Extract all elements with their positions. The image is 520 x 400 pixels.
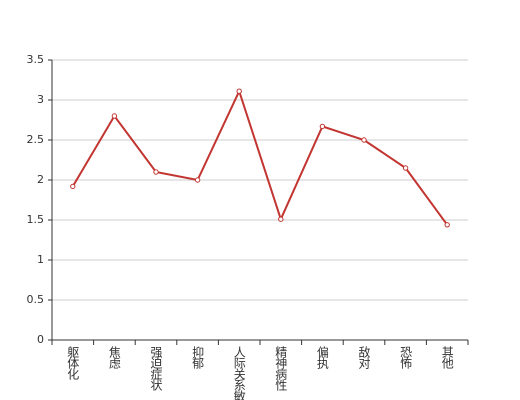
point <box>70 183 76 190</box>
y-tick-label: 2 <box>37 173 44 186</box>
point <box>111 113 118 119</box>
x-tick-label: 敌对 <box>357 345 371 369</box>
x-tick-label: 恐怖 <box>399 346 413 369</box>
x-tick-label: 其他 <box>440 346 454 369</box>
y-tick-label: 0.5 <box>27 293 45 306</box>
point <box>402 165 409 171</box>
y-tick-label: 1 <box>37 253 44 266</box>
point <box>194 177 201 183</box>
point <box>236 88 242 94</box>
point <box>361 137 367 143</box>
x-tick-label: 焦虑 <box>107 346 121 369</box>
point <box>278 216 284 222</box>
x-tick-label: 强迫症状 <box>149 346 163 391</box>
x-tick-label: 抑郁 <box>191 345 205 370</box>
y-tick-label: 3 <box>37 93 44 106</box>
y-tick-label: 0 <box>37 333 44 346</box>
line <box>71 88 449 226</box>
y-tick-label: 1.5 <box>27 213 45 226</box>
x-tick-label: 偏执 <box>315 345 329 370</box>
point <box>153 169 159 175</box>
point <box>319 123 326 130</box>
y-tick-label: 3.5 <box>27 53 45 66</box>
point <box>444 222 450 228</box>
y-tick-label: 2.5 <box>27 133 45 146</box>
x-tick-label: 躯体化 <box>66 345 80 381</box>
x-tick-label: 人际关系敏感 <box>232 346 246 400</box>
x-tick-label: 精神病性 <box>274 346 288 392</box>
